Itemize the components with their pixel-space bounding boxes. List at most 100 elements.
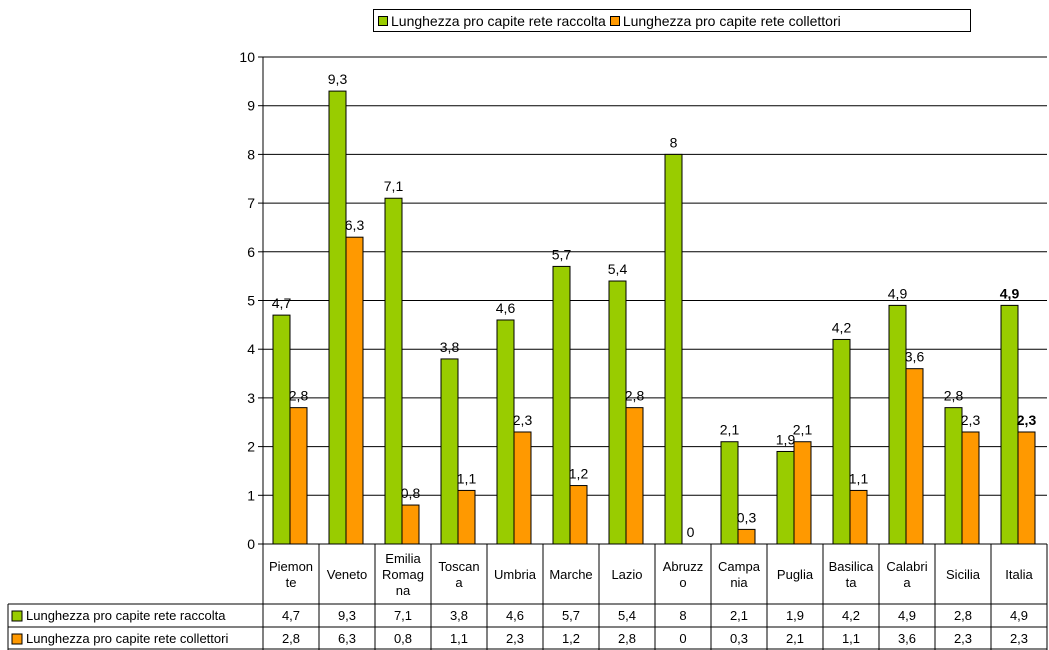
table-cell: 2,3 bbox=[506, 631, 524, 646]
table-cell: 9,3 bbox=[338, 608, 356, 623]
data-label: 9,3 bbox=[328, 71, 348, 87]
table-cell: 0 bbox=[679, 631, 686, 646]
data-label: 1,2 bbox=[569, 466, 589, 482]
bar bbox=[961, 431, 980, 545]
bar bbox=[608, 280, 627, 545]
data-label: 2,8 bbox=[944, 388, 964, 404]
data-label: 1,9 bbox=[776, 431, 796, 447]
table-cell: 6,3 bbox=[338, 631, 356, 646]
data-label: 4,7 bbox=[272, 295, 292, 311]
category-label: a bbox=[455, 575, 463, 590]
category-label: Basilica bbox=[829, 559, 875, 574]
table-row-swatch bbox=[11, 610, 23, 622]
category-label: Emilia bbox=[385, 551, 421, 566]
data-label: 4,6 bbox=[496, 300, 516, 316]
bar bbox=[496, 319, 515, 545]
table-row-swatch bbox=[11, 633, 23, 645]
bar bbox=[384, 197, 403, 545]
category-label: Italia bbox=[1005, 567, 1033, 582]
data-label: 6,3 bbox=[345, 217, 365, 233]
table-cell: 4,7 bbox=[282, 608, 300, 623]
table-cell: 5,4 bbox=[618, 608, 636, 623]
legend-item-collettori: Lunghezza pro capite rete collettori bbox=[609, 13, 841, 29]
category-label: Marche bbox=[549, 567, 592, 582]
data-label: 0 bbox=[687, 524, 695, 540]
y-tick-label: 7 bbox=[247, 195, 255, 211]
data-label: 3,8 bbox=[440, 339, 460, 355]
table-cell: 2,1 bbox=[786, 631, 804, 646]
table-cell: 4,9 bbox=[898, 608, 916, 623]
category-label: Calabri bbox=[886, 559, 927, 574]
table-cell: 1,2 bbox=[562, 631, 580, 646]
data-label: 2,8 bbox=[625, 388, 645, 404]
data-label: 1,1 bbox=[849, 470, 869, 486]
bar bbox=[345, 236, 364, 545]
table-cell: 2,8 bbox=[282, 631, 300, 646]
y-tick-label: 2 bbox=[247, 439, 255, 455]
category-label: Piemon bbox=[269, 559, 313, 574]
data-label: 2,3 bbox=[961, 412, 981, 428]
bar bbox=[664, 153, 683, 545]
category-label: Toscan bbox=[438, 559, 479, 574]
bar bbox=[905, 368, 924, 545]
table-cell: 1,9 bbox=[786, 608, 804, 623]
bar bbox=[625, 407, 644, 545]
table-row-label: Lunghezza pro capite rete raccolta bbox=[26, 608, 226, 623]
data-label: 2,3 bbox=[513, 412, 533, 428]
table-cell: 0,3 bbox=[730, 631, 748, 646]
data-label: 1,1 bbox=[457, 470, 477, 486]
y-tick-label: 6 bbox=[247, 244, 255, 260]
bar bbox=[1017, 431, 1036, 545]
bar bbox=[832, 338, 851, 545]
bar bbox=[849, 489, 868, 545]
legend-label-raccolta: Lunghezza pro capite rete raccolta bbox=[391, 12, 606, 29]
category-label: Campa bbox=[718, 559, 761, 574]
legend-swatch-raccolta bbox=[378, 15, 388, 26]
y-tick-label: 0 bbox=[247, 536, 255, 552]
y-tick-label: 4 bbox=[247, 341, 255, 357]
legend: Lunghezza pro capite rete raccolta Lungh… bbox=[373, 9, 971, 32]
table-cell: 3,8 bbox=[450, 608, 468, 623]
category-label: Lazio bbox=[611, 567, 642, 582]
table-cell: 4,6 bbox=[506, 608, 524, 623]
data-label: 4,2 bbox=[832, 319, 852, 335]
bar bbox=[401, 504, 420, 545]
table-cell: 7,1 bbox=[394, 608, 412, 623]
data-label: 4,9 bbox=[1000, 285, 1020, 301]
category-label: a bbox=[903, 575, 911, 590]
category-label: Abruzz bbox=[663, 559, 703, 574]
data-label: 4,9 bbox=[888, 285, 908, 301]
table-cell: 2,3 bbox=[954, 631, 972, 646]
data-label: 2,1 bbox=[793, 422, 813, 438]
table-cell: 2,8 bbox=[954, 608, 972, 623]
category-label: Sicilia bbox=[946, 567, 981, 582]
legend-item-raccolta: Lunghezza pro capite rete raccolta bbox=[378, 13, 606, 29]
bar bbox=[440, 358, 459, 545]
category-label: na bbox=[396, 583, 411, 598]
bar bbox=[552, 265, 571, 545]
data-label: 3,6 bbox=[905, 349, 925, 365]
category-label: Veneto bbox=[327, 567, 368, 582]
bar bbox=[888, 304, 907, 545]
y-tick-label: 10 bbox=[239, 49, 255, 65]
category-label: Romag bbox=[382, 567, 424, 582]
bar bbox=[272, 314, 291, 545]
data-label: 2,1 bbox=[720, 422, 740, 438]
bar bbox=[513, 431, 532, 545]
data-label: 2,8 bbox=[289, 388, 309, 404]
y-tick-label: 8 bbox=[247, 146, 255, 162]
category-label: o bbox=[679, 575, 686, 590]
data-label: 0,8 bbox=[401, 485, 421, 501]
legend-swatch-collettori bbox=[609, 15, 620, 26]
y-tick-label: 9 bbox=[247, 98, 255, 114]
data-label: 5,7 bbox=[552, 246, 572, 262]
table-cell: 0,8 bbox=[394, 631, 412, 646]
category-label: Umbria bbox=[494, 567, 537, 582]
category-label: Puglia bbox=[777, 567, 814, 582]
table-row-label: Lunghezza pro capite rete collettori bbox=[26, 631, 228, 646]
bar bbox=[776, 450, 795, 545]
bar bbox=[569, 485, 588, 545]
bar bbox=[289, 407, 308, 545]
y-tick-label: 5 bbox=[247, 293, 255, 309]
